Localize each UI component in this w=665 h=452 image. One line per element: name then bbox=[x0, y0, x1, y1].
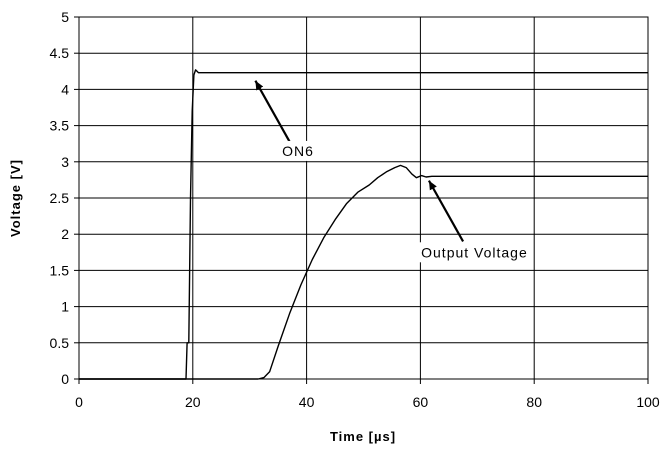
annotation-arrow-on6 bbox=[254, 80, 291, 143]
x-tick-label: 100 bbox=[636, 394, 660, 410]
y-tick-label: 2.5 bbox=[50, 190, 70, 206]
y-tick-label: 0.5 bbox=[50, 335, 70, 351]
y-tick-label: 0 bbox=[61, 371, 69, 387]
series-group bbox=[79, 69, 648, 380]
x-tick-label: 20 bbox=[185, 394, 201, 410]
y-tick-label: 1.5 bbox=[50, 262, 70, 278]
y-tick-label: 4 bbox=[61, 81, 69, 97]
annotation-arrow-output bbox=[427, 180, 465, 242]
series-line-output-voltage bbox=[79, 164, 648, 380]
gridlines bbox=[79, 17, 648, 379]
y-tick-label: 2 bbox=[61, 226, 69, 242]
y-tick-label: 3 bbox=[61, 154, 69, 170]
x-tick-label: 80 bbox=[526, 394, 542, 410]
annotation-label-background bbox=[417, 242, 532, 263]
x-tick-label: 60 bbox=[413, 394, 429, 410]
y-tick-label: 5 bbox=[61, 9, 69, 25]
y-tick-label: 4.5 bbox=[50, 45, 70, 61]
x-axis-title: Time [µs] bbox=[330, 429, 396, 444]
y-tick-label: 1 bbox=[61, 299, 69, 315]
annotation-label-output: Output Voltage bbox=[421, 244, 528, 260]
annotation-label-background bbox=[278, 140, 318, 161]
annotation-group: ON6 Output Voltage bbox=[254, 80, 532, 263]
x-tick-label: 40 bbox=[299, 394, 315, 410]
y-axis-title: Voltage [V] bbox=[8, 159, 23, 237]
x-tick-label: 0 bbox=[75, 394, 83, 410]
y-axis-ticks: 0 0.5 1 1.5 2 2.5 3 3.5 4 4.5 5 bbox=[50, 9, 79, 387]
annotation-label-on6: ON6 bbox=[282, 143, 314, 159]
x-axis-ticks: 0 20 40 60 80 100 bbox=[75, 379, 660, 410]
series-line-on6 bbox=[79, 69, 648, 380]
y-tick-label: 3.5 bbox=[50, 118, 70, 134]
